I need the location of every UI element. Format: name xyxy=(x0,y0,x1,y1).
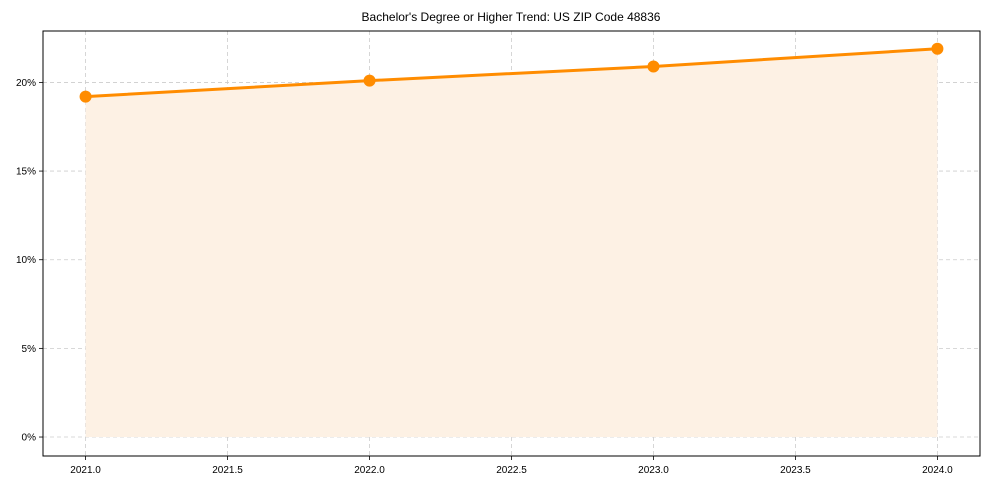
data-point xyxy=(79,90,92,103)
x-tick-label: 2022.5 xyxy=(496,465,527,476)
x-tick-label: 2023.0 xyxy=(638,465,669,476)
x-tick-label: 2021.0 xyxy=(70,465,101,476)
data-markers xyxy=(79,42,944,103)
x-axis: 2021.0 2021.5 2022.0 2022.5 2023.0 2023.5 2024… xyxy=(70,456,953,476)
data-point xyxy=(647,60,660,73)
area-fill xyxy=(85,48,938,438)
y-tick-label: 0% xyxy=(22,433,37,444)
x-tick-label: 2021.5 xyxy=(212,465,243,476)
y-tick-label: 10% xyxy=(16,255,36,266)
data-point xyxy=(363,74,376,87)
x-tick-label: 2024.0 xyxy=(922,465,953,476)
chart-title: Bachelor's Degree or Higher Trend: US ZI… xyxy=(362,10,661,24)
data-point xyxy=(931,42,944,55)
y-tick-label: 5% xyxy=(22,344,37,355)
y-tick-label: 15% xyxy=(16,167,36,178)
x-tick-label: 2023.5 xyxy=(780,465,811,476)
series-line xyxy=(84,47,939,99)
y-tick-label: 20% xyxy=(16,78,36,89)
y-axis: 0% 5% 10% 15% 20% xyxy=(16,78,43,444)
x-tick-label: 2022.0 xyxy=(354,465,385,476)
